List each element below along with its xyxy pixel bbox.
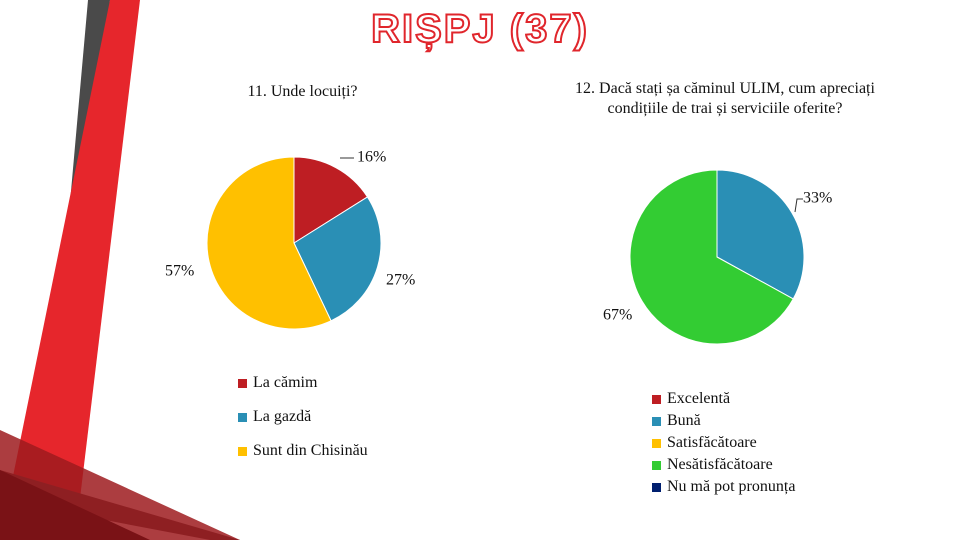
pie2-data-label-3: 67% [603, 307, 632, 324]
legend-label: La gazdă [253, 408, 312, 425]
legend-swatch [652, 483, 661, 492]
legend-label: Excelentă [667, 390, 731, 407]
chart-title-right: 12. Dacă stați șa căminul ULIM, cum apre… [575, 80, 875, 117]
legend-label: Nu mă pot pronunța [667, 478, 796, 495]
legend-swatch [652, 461, 661, 470]
legend-swatch [238, 413, 247, 422]
pie2-leader-line-1 [794, 198, 803, 213]
slide-title: RIȘPJ (37) [370, 6, 589, 52]
pie1-data-label-0: 16% [357, 149, 386, 166]
legend-label: Satisfăcătoare [667, 434, 757, 451]
pie1-data-label-2: 57% [165, 263, 194, 280]
legend-label: Sunt din Chisinău [253, 442, 368, 459]
pie1-slice-1 [293, 196, 382, 322]
legend-swatch [238, 379, 247, 388]
pie1-slice-0 [293, 156, 369, 244]
pie2-slice-3 [629, 169, 794, 345]
chart-title-left: 11. Unde locuiți? [247, 83, 358, 100]
pie1-data-label-1: 27% [386, 272, 415, 289]
legend-swatch [652, 439, 661, 448]
pie2-data-label-1: 33% [803, 190, 832, 207]
legend-label: Bună [667, 412, 701, 429]
legend-swatch [652, 417, 661, 426]
pie1-slice-2 [206, 156, 332, 330]
legend-label: La cămim [253, 374, 318, 391]
legend-label: Nesătisfăcătoare [667, 456, 773, 473]
legend-swatch [238, 447, 247, 456]
pie2-slice-1 [716, 169, 805, 300]
legend-swatch [652, 395, 661, 404]
